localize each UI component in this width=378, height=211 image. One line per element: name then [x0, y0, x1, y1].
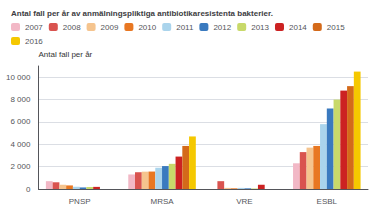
svg-text:2016: 2016	[25, 37, 43, 46]
svg-text:Antal fall per år av anmälning: Antal fall per år av anmälningspliktiga …	[11, 9, 273, 18]
svg-text:0: 0	[26, 185, 31, 194]
svg-text:2012: 2012	[213, 23, 231, 32]
svg-text:2015: 2015	[327, 23, 345, 32]
svg-text:4 000: 4 000	[10, 140, 31, 149]
svg-text:VRE: VRE	[236, 197, 252, 206]
svg-text:8 000: 8 000	[10, 95, 31, 104]
svg-text:MRSA: MRSA	[150, 197, 174, 206]
svg-text:10 000: 10 000	[6, 73, 31, 82]
svg-text:2011: 2011	[176, 23, 194, 32]
svg-text:2008: 2008	[63, 23, 81, 32]
svg-text:Antal fall per år: Antal fall per år	[38, 50, 92, 59]
svg-text:2 000: 2 000	[10, 162, 31, 171]
svg-text:2013: 2013	[251, 23, 269, 32]
svg-text:ESBL: ESBL	[317, 197, 338, 206]
svg-text:6 000: 6 000	[10, 117, 31, 126]
svg-text:PNSP: PNSP	[69, 197, 91, 206]
svg-text:2014: 2014	[289, 23, 307, 32]
svg-text:2010: 2010	[138, 23, 156, 32]
svg-text:2007: 2007	[25, 23, 43, 32]
svg-text:2009: 2009	[101, 23, 119, 32]
